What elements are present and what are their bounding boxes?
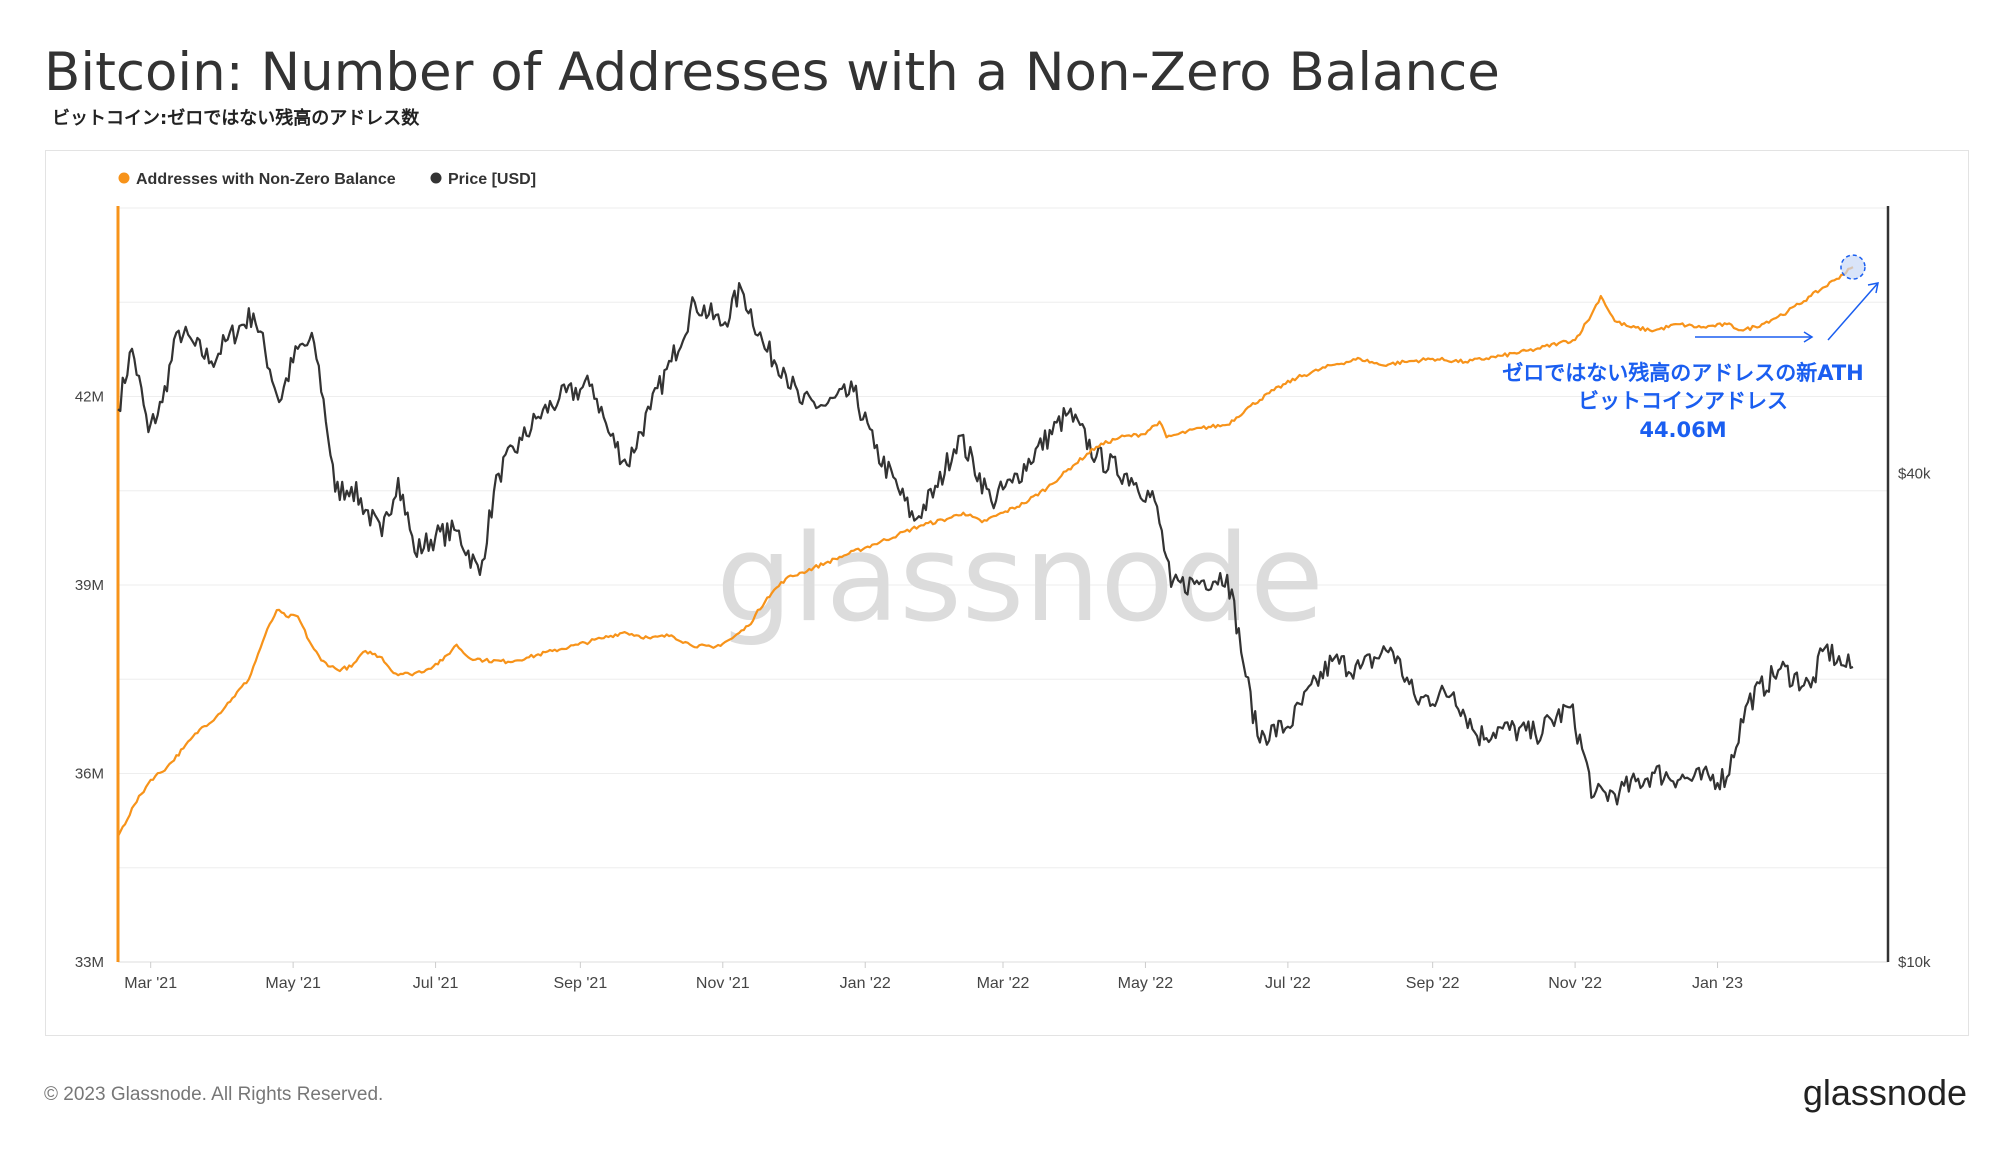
x-tick-label: Sep '22 (1406, 975, 1460, 992)
annotation: ゼロではない残高のアドレスの新ATH ビットコインアドレス 44.06M (1502, 254, 1879, 442)
legend-label-price: Price [USD] (448, 171, 536, 188)
page-subtitle: ビットコイン:ゼロではない残高のアドレス数 (52, 108, 420, 129)
x-tick-label: Jan '22 (840, 975, 891, 992)
x-tick-label: Jan '23 (1692, 975, 1743, 992)
annotation-arrowhead-diagonal (1867, 282, 1879, 294)
footer-copyright: © 2023 Glassnode. All Rights Reserved. (44, 1084, 384, 1105)
x-tick-label: Mar '22 (977, 975, 1030, 992)
annotation-line-1: ゼロではない残高のアドレスの新ATH (1502, 361, 1864, 385)
axes: 33M 36M 39M 42M $10k $40k Mar '21 May '21 Jul '2… (75, 206, 1931, 992)
series-price-line (117, 282, 1854, 806)
watermark: glassnode (716, 510, 1324, 649)
y-left-tick-label: 33M (75, 954, 104, 971)
y-left-tick-label: 36M (75, 766, 104, 783)
annotation-arrow-diagonal (1827, 282, 1879, 341)
x-tick-label: May '22 (1118, 975, 1174, 992)
y-left-tick-label: 42M (75, 389, 104, 406)
y-left-tick-label: 39M (75, 577, 104, 594)
footer-logo: glassnode (1802, 1072, 1967, 1113)
x-tick-label: Nov '21 (696, 975, 750, 992)
y-right-tick-label: $40k (1898, 466, 1931, 483)
legend-marker-price (430, 172, 442, 184)
x-tick-label: Mar '21 (124, 975, 177, 992)
x-tick-label: Jul '21 (413, 975, 459, 992)
x-tick-label: Jul '22 (1265, 975, 1311, 992)
series-addresses-line (117, 266, 1854, 837)
y-right-tick-label: $10k (1898, 954, 1931, 971)
annotation-arrowhead-horizontal (1803, 331, 1814, 343)
annotation-line-2: ビットコインアドレス (1578, 389, 1788, 413)
chart-frame (45, 150, 1969, 1036)
annotation-line-3: 44.06M (1639, 418, 1726, 442)
x-tick-label: Nov '22 (1548, 975, 1602, 992)
legend-label-addresses: Addresses with Non-Zero Balance (136, 171, 396, 188)
x-tick-label: Sep '21 (553, 975, 607, 992)
series (117, 266, 1854, 837)
page-title: Bitcoin: Number of Addresses with a Non-… (44, 42, 1500, 103)
x-tick-label: May '21 (265, 975, 321, 992)
legend: Addresses with Non-Zero Balance Price [U… (118, 171, 536, 188)
ath-marker-circle (1840, 254, 1866, 280)
legend-marker-addresses (118, 172, 130, 184)
